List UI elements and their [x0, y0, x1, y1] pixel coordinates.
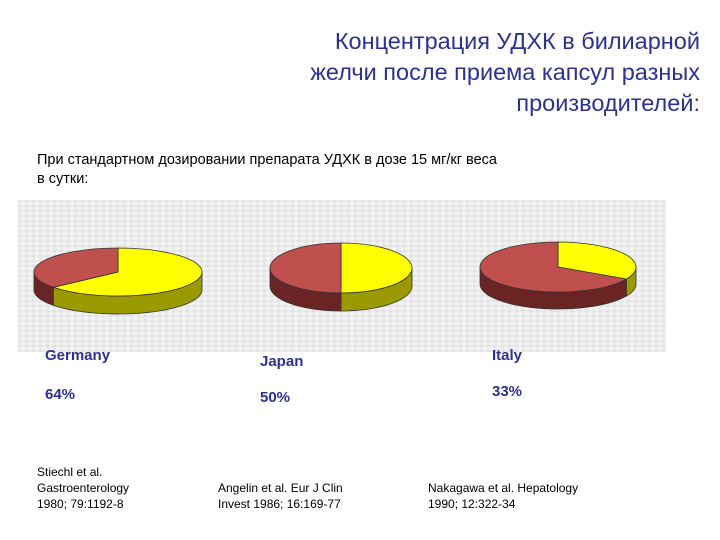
reference-1-line-3: 1980; 79:1192-8 — [37, 497, 124, 511]
pie-label-japan: Japan — [260, 353, 304, 370]
pie-slice-yellow — [557, 241, 637, 280]
reference-3-line-2: 1990; 12:322-34 — [428, 497, 516, 511]
reference-1: Stiechl et al. Gastroenterology 1980; 79… — [37, 464, 129, 512]
title-line-1: Концентрация УДХК в билиарной — [334, 28, 700, 54]
pie-germany — [33, 247, 203, 315]
reference-3: Nakagawa et al. Hepatology 1990; 12:322-… — [428, 480, 578, 512]
pie-italy — [479, 241, 637, 310]
pie-japan — [269, 242, 413, 312]
pie-slice-red — [33, 247, 119, 288]
reference-2: Angelin et al. Eur J Clin Invest 1986; 1… — [218, 480, 343, 512]
title-line-2: желчи после приема капсул разных — [310, 59, 700, 85]
pie-slice-yellow — [51, 247, 203, 297]
page-title: Концентрация УДХК в билиарной желчи посл… — [180, 26, 700, 119]
reference-2-line-1: Angelin et al. Eur J Clin — [218, 481, 343, 495]
title-line-3: производителей: — [516, 90, 700, 116]
pie-label-italy: Italy — [492, 347, 523, 364]
pie-slice-yellow — [340, 242, 413, 294]
pie-value-germany: 64% — [45, 386, 76, 403]
reference-1-line-2: Gastroenterology — [37, 481, 130, 495]
intro-line-1: При стандартном дозировании препарата УД… — [37, 152, 497, 168]
reference-1-line-1: Stiechl et al. — [37, 465, 103, 479]
reference-2-line-2: Invest 1986; 16:169-77 — [218, 497, 341, 511]
pie-value-italy: 33% — [492, 383, 523, 400]
pie-slice-red — [269, 242, 342, 294]
intro-text: При стандартном дозировании препарата УД… — [37, 151, 637, 189]
pie-value-japan: 50% — [260, 389, 291, 406]
pie-slice-red — [479, 241, 628, 293]
intro-line-2: в сутки: — [37, 171, 89, 187]
pie-label-germany: Germany — [45, 347, 111, 364]
reference-3-line-1: Nakagawa et al. Hepatology — [428, 481, 579, 495]
